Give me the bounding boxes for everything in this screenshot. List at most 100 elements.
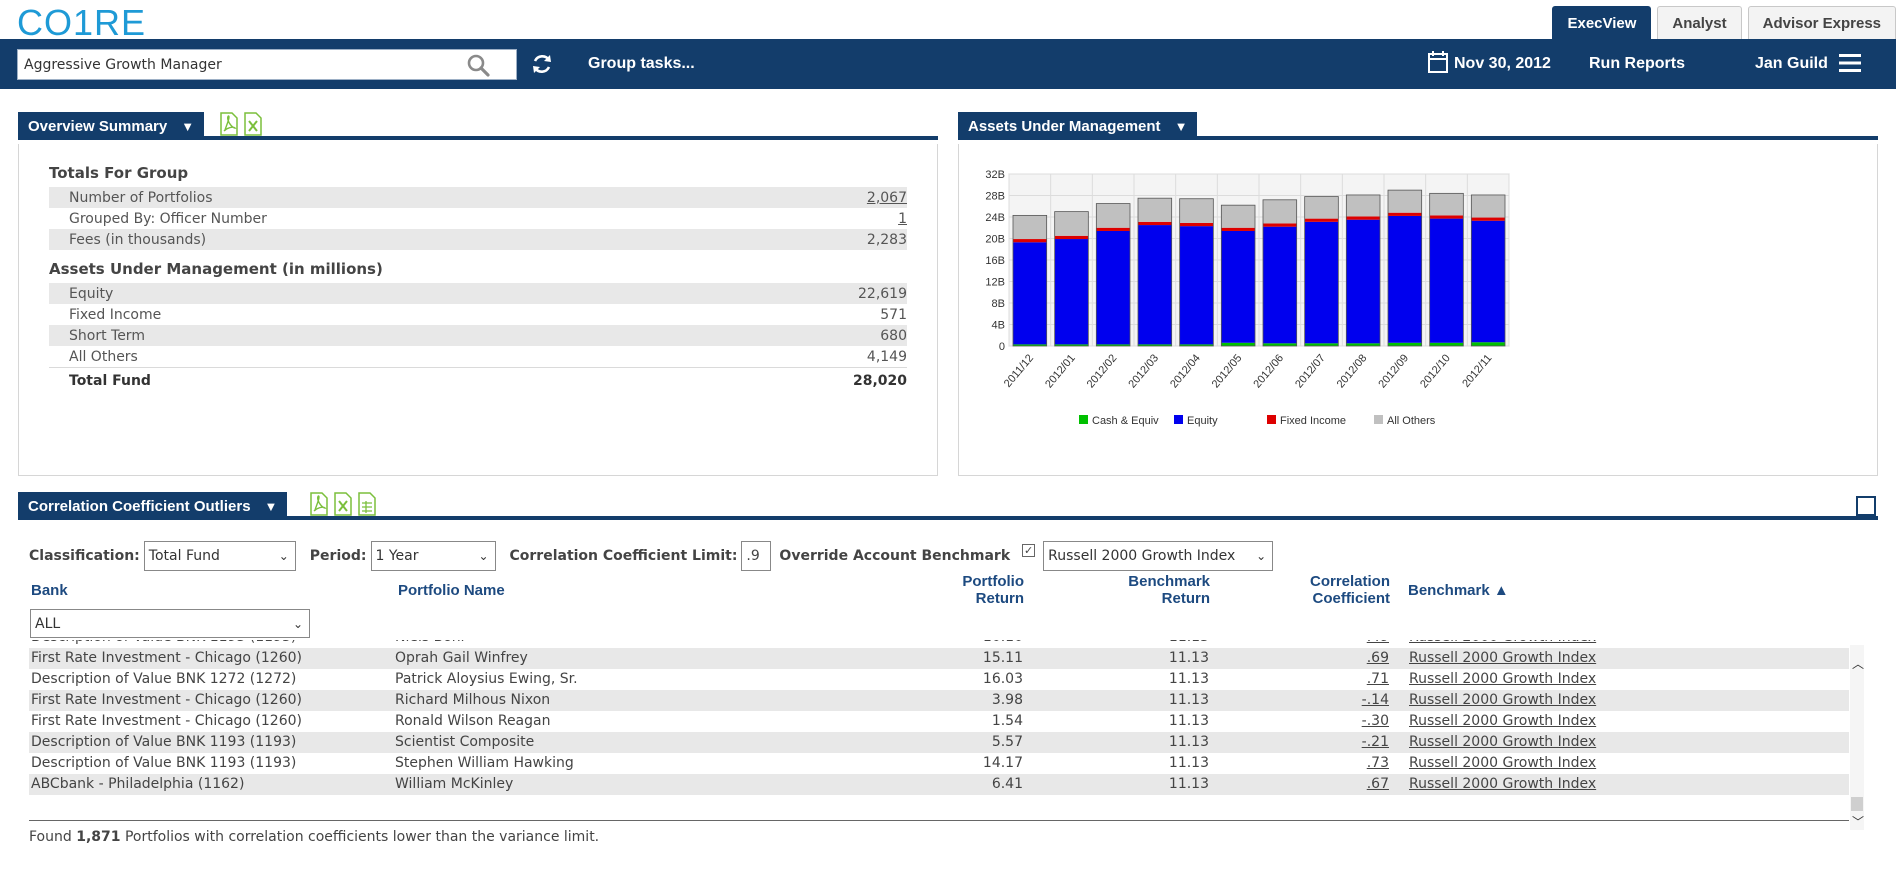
correlation-coefficient-link[interactable]: -.21 — [1361, 734, 1389, 750]
user-name[interactable]: Jan Guild — [1755, 55, 1828, 72]
period-value: 1 Year — [375, 548, 419, 564]
x-tick-label: 2012/10 — [1418, 352, 1453, 390]
bar-outline — [1304, 196, 1339, 347]
calendar-icon[interactable] — [1428, 51, 1448, 73]
bar-segment-all-others — [1346, 194, 1380, 217]
group-search-box — [17, 49, 517, 80]
benchmark-link[interactable]: Russell 2000 Growth Index — [1409, 640, 1596, 645]
override-benchmark-checkbox[interactable]: ✓ — [1022, 543, 1036, 557]
scroll-up-icon[interactable]: ︿ — [1852, 657, 1865, 671]
benchmark-link[interactable]: Russell 2000 Growth Index — [1409, 734, 1597, 750]
tab-analyst[interactable]: Analyst — [1657, 6, 1742, 39]
benchmark-link[interactable]: Russell 2000 Growth Index — [1409, 755, 1597, 771]
period-select[interactable]: 1 Year ⌄ — [370, 541, 496, 571]
table-row[interactable]: First Rate Investment - Chicago (1260) Ro… — [29, 711, 1849, 732]
summary-value: 22,619 — [858, 285, 907, 302]
summary-value-link[interactable]: 2,067 — [866, 189, 907, 206]
correlation-panel-tab[interactable]: Correlation Coefficient Outliers ▼ — [18, 492, 288, 520]
benchmark-return-cell: 11.13 — [1168, 734, 1209, 750]
x-tick-label: 2011/12 — [1002, 352, 1036, 390]
benchmark-link[interactable]: Russell 2000 Growth Index — [1409, 713, 1597, 729]
bank-filter-select[interactable]: ALL ⌄ — [30, 609, 310, 638]
maximize-icon[interactable] — [1856, 496, 1876, 516]
correlation-coefficient-link[interactable]: -.30 — [1361, 713, 1389, 729]
table-scrollbar[interactable]: ︿ ﹀ — [1850, 645, 1864, 830]
portfolio-return-cell: 14.17 — [982, 755, 1023, 771]
bar-segment-equity — [1179, 226, 1214, 345]
col-header-correlation-coefficient[interactable]: Correlation Coefficient — [1266, 573, 1390, 607]
excel-export-icon[interactable] — [243, 112, 263, 136]
bar-segment-cash-equiv — [1179, 344, 1214, 346]
bar-segment-equity — [1054, 239, 1089, 345]
bar-segment-fixed-income — [1471, 217, 1505, 221]
hamburger-menu-icon[interactable] — [1839, 53, 1861, 73]
caret-down-icon[interactable]: ▼ — [181, 118, 195, 134]
table-row[interactable]: First Rate Investment - Chicago (1260) Ri… — [29, 690, 1849, 711]
correlation-coefficient-link[interactable]: .73 — [1366, 755, 1389, 771]
correlation-coefficient-link[interactable]: -.14 — [1361, 692, 1389, 708]
limit-input[interactable]: .9 — [741, 541, 772, 571]
top-navbar: Group tasks... Nov 30, 2012 Run Reports … — [0, 39, 1896, 89]
benchmark-return-cell: 11.13 — [1168, 671, 1209, 687]
col-header-bank[interactable]: Bank — [31, 582, 68, 599]
report-date[interactable]: Nov 30, 2012 — [1454, 55, 1551, 72]
search-icon[interactable] — [466, 53, 490, 77]
table-row[interactable]: Description of Value BNK 1193 (1193) Step… — [29, 753, 1849, 774]
pdf-export-icon[interactable] — [219, 112, 239, 136]
col-header-portfolio-name[interactable]: Portfolio Name — [398, 582, 505, 599]
portfolio-name-cell: Oprah Gail Winfrey — [395, 650, 528, 666]
group-tasks-menu[interactable]: Group tasks... — [588, 55, 695, 72]
chevron-down-icon: ⌄ — [292, 616, 303, 631]
results-prefix: Found — [29, 829, 72, 845]
benchmark-link[interactable]: Russell 2000 Growth Index — [1409, 650, 1597, 666]
scroll-down-icon[interactable]: ﹀ — [1852, 815, 1865, 829]
tab-execview[interactable]: ExecView — [1552, 6, 1652, 39]
excel-export-icon[interactable] — [333, 492, 353, 516]
legend-label: Cash & Equiv — [1092, 415, 1159, 427]
table-row[interactable]: Description of Value BNK 1272 (1272) Patr… — [29, 669, 1849, 690]
benchmark-link[interactable]: Russell 2000 Growth Index — [1409, 776, 1597, 792]
correlation-coefficient-link[interactable]: .71 — [1366, 671, 1389, 687]
tab-advisor-express[interactable]: Advisor Express — [1747, 6, 1896, 39]
table-row[interactable]: ABCbank - Philadelphia (1162) William McK… — [29, 774, 1849, 795]
bar-segment-cash-equiv — [1054, 344, 1089, 346]
classification-select[interactable]: Total Fund ⌄ — [143, 541, 296, 571]
col-header-portfolio-return[interactable]: Portfolio Return — [900, 573, 1024, 607]
refresh-icon[interactable] — [530, 52, 554, 76]
portfolio-return-cell: 3.98 — [991, 692, 1023, 708]
correlation-export-icons — [309, 492, 377, 516]
benchmark-select-value: Russell 2000 Growth Index — [1048, 548, 1236, 564]
chevron-down-icon: ⌄ — [1256, 549, 1267, 563]
run-reports-link[interactable]: Run Reports — [1589, 55, 1685, 72]
app-tabs: ExecView Analyst Advisor Express — [1552, 6, 1896, 39]
correlation-coefficient-link[interactable]: .69 — [1366, 650, 1389, 666]
summary-label: Grouped By: Officer Number — [69, 210, 267, 227]
benchmark-return-cell: 11.13 — [1168, 755, 1209, 771]
pdf-export-icon[interactable] — [309, 492, 329, 516]
aum-panel-tab[interactable]: Assets Under Management ▼ — [958, 112, 1198, 140]
caret-down-icon[interactable]: ▼ — [264, 498, 278, 514]
caret-down-icon[interactable]: ▼ — [1174, 118, 1188, 134]
table-row[interactable]: Description of Value BNK 1193 (1193) Niel… — [29, 640, 1849, 648]
x-tick-label: 2012/02 — [1085, 352, 1120, 390]
benchmark-link[interactable]: Russell 2000 Growth Index — [1409, 671, 1597, 687]
core-logo: CO1RE — [17, 2, 147, 43]
scroll-thumb[interactable] — [1851, 797, 1863, 811]
summary-row: Equity 22,619 — [49, 283, 907, 304]
summary-value-link[interactable]: 1 — [898, 210, 907, 227]
group-search-input[interactable] — [18, 50, 458, 79]
bar-segment-equity — [1138, 225, 1172, 345]
aum-panel-header: Assets Under Management ▼ — [958, 112, 1878, 140]
col-header-benchmark-return[interactable]: Benchmark Return — [1086, 573, 1210, 607]
correlation-coefficient-link[interactable]: .67 — [1366, 776, 1389, 792]
correlation-coefficient-link[interactable]: .49 — [1295, 640, 1389, 645]
table-row[interactable]: First Rate Investment - Chicago (1260) Op… — [29, 648, 1849, 669]
bar-segment-all-others — [1138, 198, 1172, 222]
csv-export-icon[interactable] — [357, 492, 377, 516]
y-tick-label: 0 — [999, 341, 1005, 353]
overview-panel-tab[interactable]: Overview Summary ▼ — [18, 112, 205, 140]
benchmark-select[interactable]: Russell 2000 Growth Index ⌄ — [1043, 541, 1274, 571]
table-row[interactable]: Description of Value BNK 1193 (1193) Scie… — [29, 732, 1849, 753]
benchmark-link[interactable]: Russell 2000 Growth Index — [1409, 692, 1597, 708]
col-header-benchmark[interactable]: Benchmark ▲ — [1408, 582, 1509, 599]
